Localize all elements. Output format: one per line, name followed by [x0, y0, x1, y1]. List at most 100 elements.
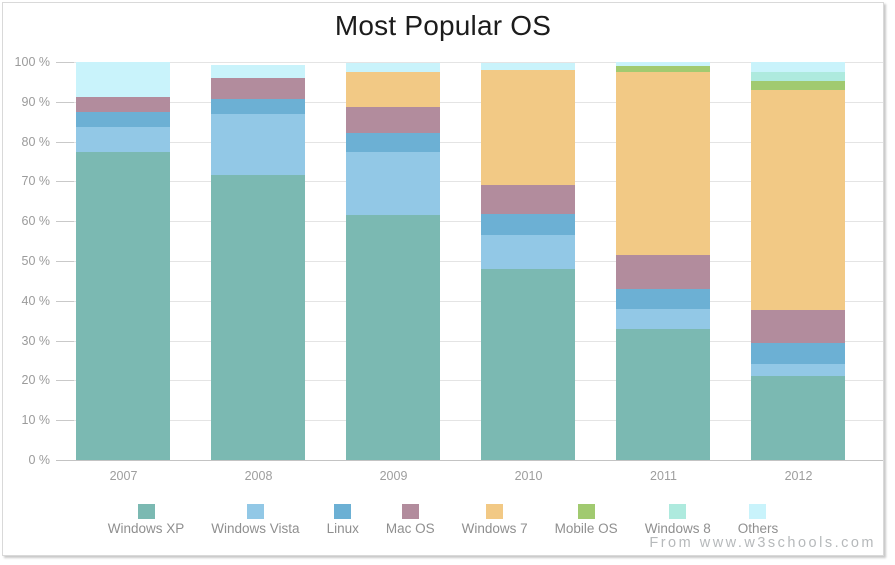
bar-segment-others-2012[interactable]	[751, 62, 845, 73]
bar-group-2010	[481, 62, 575, 460]
bar-segment-windows-vista-2009[interactable]	[346, 151, 440, 216]
legend-item-mac-os[interactable]: Mac OS	[386, 504, 435, 536]
bar-segment-others-2010[interactable]	[481, 62, 575, 70]
bar-segment-windows-7-2012[interactable]	[751, 90, 845, 311]
legend-label-windows-7: Windows 7	[461, 521, 528, 536]
bar-segment-others-2008[interactable]	[211, 65, 305, 78]
bar-segment-mac-os-2012[interactable]	[751, 310, 845, 343]
y-tick-80	[56, 141, 74, 143]
legend-label-mac-os: Mac OS	[385, 521, 435, 536]
y-tick-label-30: 30 %	[21, 333, 51, 348]
legend-item-windows-7[interactable]: Windows 7	[462, 504, 528, 536]
y-tick-label-40: 40 %	[21, 293, 51, 308]
y-tick-label-20: 20 %	[21, 373, 51, 388]
y-tick-70	[56, 181, 74, 183]
bar-segment-windows-vista-2008[interactable]	[211, 114, 305, 176]
bar-slot-2012	[731, 62, 866, 460]
bar-segment-others-2011[interactable]	[616, 62, 710, 67]
legend-label-linux: Linux	[326, 521, 359, 536]
legend-swatch-windows-vista	[246, 504, 264, 519]
y-tick-label-90: 90 %	[21, 94, 51, 109]
x-axis-label-2008: 2008	[244, 469, 273, 483]
bar-segment-mac-os-2009[interactable]	[346, 106, 440, 134]
legend: Windows XP Windows Vista Linux Mac OS Window…	[3, 504, 883, 536]
bar-segment-windows-xp-2008[interactable]	[211, 175, 305, 460]
legend-swatch-linux	[334, 504, 352, 519]
bar-segment-windows-vista-2012[interactable]	[751, 364, 845, 377]
bar-segment-linux-2011[interactable]	[616, 288, 710, 309]
y-tick-30	[56, 340, 74, 342]
legend-swatch-windows-xp	[137, 504, 155, 519]
bar-segment-mac-os-2007[interactable]	[76, 96, 170, 113]
y-tick-label-0: 0 %	[28, 453, 50, 467]
gridline-60	[56, 221, 883, 223]
bar-segment-linux-2008[interactable]	[211, 99, 305, 115]
legend-swatch-mac-os	[401, 504, 419, 519]
legend-item-others[interactable]: Others	[738, 504, 778, 536]
bar-segment-windows-xp-2007[interactable]	[76, 151, 170, 460]
bars-region	[56, 62, 866, 460]
bar-segment-windows-xp-2010[interactable]	[481, 268, 575, 460]
y-tick-40	[56, 300, 74, 302]
bar-segment-windows-8-2012[interactable]	[751, 72, 845, 82]
bar-segment-windows-xp-2011[interactable]	[616, 328, 710, 460]
legend-label-windows-vista: Windows Vista	[211, 521, 300, 536]
bar-segment-others-2007[interactable]	[76, 62, 170, 97]
y-tick-50	[56, 261, 74, 262]
legend-item-windows-8[interactable]: Windows 8	[645, 504, 711, 536]
bar-group-2012	[751, 62, 845, 460]
bar-segment-windows-vista-2011[interactable]	[616, 308, 710, 329]
x-axis-label-2011: 2011	[650, 469, 677, 483]
legend-swatch-windows-8	[669, 504, 687, 519]
gridline-70	[56, 181, 883, 183]
bar-segment-windows-vista-2007[interactable]	[76, 126, 170, 152]
bar-segment-mac-os-2010[interactable]	[481, 185, 575, 215]
legend-swatch-windows-7	[486, 504, 504, 519]
bar-segment-windows-7-2010[interactable]	[481, 69, 575, 186]
x-axis-label-2009: 2009	[379, 469, 408, 483]
bar-segment-windows-xp-2012[interactable]	[751, 376, 845, 460]
watermark: From www.w3schools.com	[649, 535, 876, 551]
y-tick-label-60: 60 %	[21, 214, 51, 229]
gridline-80	[56, 141, 883, 143]
y-tick-label-100: 100 %	[14, 55, 50, 69]
x-axis-baseline	[56, 460, 883, 461]
legend-item-mobile-os[interactable]: Mobile OS	[555, 504, 618, 536]
legend-item-windows-xp[interactable]: Windows XP	[108, 504, 184, 536]
legend-label-mobile-os: Mobile OS	[554, 521, 618, 536]
gridline-30	[56, 340, 883, 342]
bar-segment-others-2009[interactable]	[346, 63, 440, 72]
y-tick-100	[56, 62, 74, 63]
bar-segment-mac-os-2008[interactable]	[211, 77, 305, 100]
bar-slot-2011	[596, 62, 731, 460]
bar-segment-mac-os-2011[interactable]	[616, 255, 710, 289]
gridline-40	[56, 300, 883, 302]
bar-group-2009	[346, 62, 440, 460]
bar-segment-linux-2012[interactable]	[751, 342, 845, 365]
gridline-100	[56, 62, 883, 63]
chart-title: Most Popular OS	[334, 10, 552, 41]
bar-segment-mobile-os-2012[interactable]	[751, 81, 845, 91]
bar-segment-windows-vista-2010[interactable]	[481, 234, 575, 269]
legend-item-linux[interactable]: Linux	[327, 504, 359, 536]
bar-segment-linux-2009[interactable]	[346, 133, 440, 152]
y-tick-label-70: 70 %	[21, 174, 51, 189]
x-axis: 2007 2008 2009 2010 2011 2012	[56, 469, 866, 483]
bar-group-2011	[616, 62, 710, 460]
y-tick-label-50: 50 %	[21, 254, 51, 268]
legend-item-windows-vista[interactable]: Windows Vista	[211, 504, 300, 536]
plot-area: 0 % 10 % 20 % 30 % 40 % 50 % 60 % 70 % 80 % 90 % 1…	[3, 3, 883, 555]
bar-segment-windows-xp-2009[interactable]	[346, 215, 440, 460]
bar-segment-windows-7-2009[interactable]	[346, 71, 440, 107]
bar-segment-mobile-os-2011[interactable]	[616, 66, 710, 72]
bar-segment-linux-2007[interactable]	[76, 112, 170, 127]
gridline-20	[56, 380, 883, 382]
gridline-90	[56, 101, 883, 103]
bar-slot-2008	[191, 62, 326, 460]
y-tick-20	[56, 380, 74, 382]
legend-label-windows-8: Windows 8	[644, 521, 711, 536]
bar-segment-linux-2010[interactable]	[481, 214, 575, 235]
bar-segment-windows-7-2011[interactable]	[616, 72, 710, 256]
y-tick-label-10: 10 %	[21, 413, 51, 428]
x-axis-label-2010: 2010	[514, 469, 543, 483]
